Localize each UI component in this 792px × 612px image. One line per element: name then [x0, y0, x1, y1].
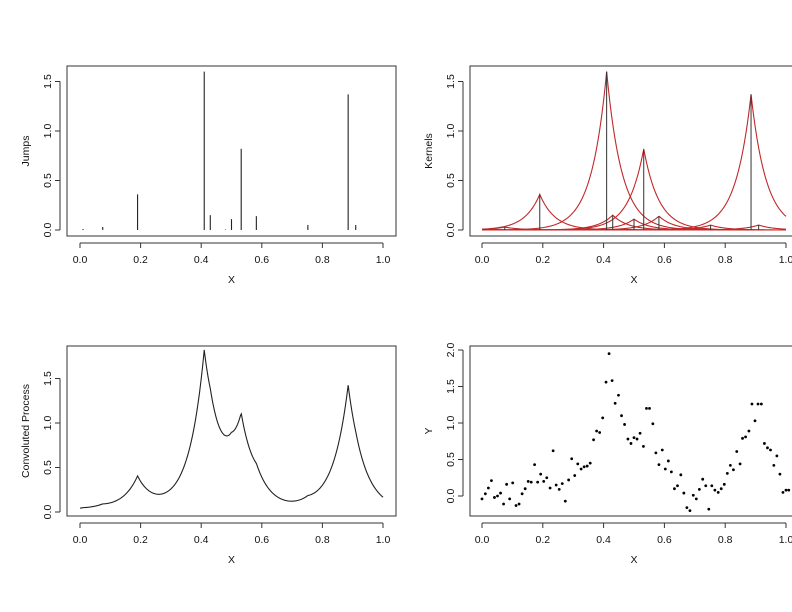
- y-tick-label: 1.0: [42, 124, 54, 139]
- y-axis-label: Convoluted Process: [20, 384, 32, 478]
- y-tick-label: 0.5: [445, 452, 457, 467]
- x-axis: 0.0 0.2 0.4 0.6 0.8 1.0: [475, 242, 792, 266]
- x-tick-label: 1.0: [779, 534, 792, 546]
- x-tick-label: 1.0: [376, 534, 391, 546]
- y-tick-label: 2.0: [445, 343, 457, 358]
- x-axis-label: X: [228, 554, 235, 566]
- y-tick-label: 1.0: [445, 124, 457, 139]
- x-tick-label: 0.8: [718, 254, 733, 266]
- x-tick-label: 0.6: [254, 254, 269, 266]
- plot-frame: [66, 345, 397, 517]
- x-tick-label: 0.2: [133, 534, 148, 546]
- x-tick-label: 1.0: [376, 254, 391, 266]
- y-tick-label: 1.5: [42, 74, 54, 89]
- y-axis: 0.0 0.5 1.0 1.5 2.0: [445, 343, 464, 504]
- scatter-points: [480, 352, 791, 512]
- plot-frame: [469, 345, 792, 517]
- y-tick-label: 1.0: [42, 416, 54, 431]
- x-tick-label: 0.4: [194, 534, 209, 546]
- x-tick-label: 0.8: [718, 534, 733, 546]
- x-tick-label: 0.4: [596, 534, 611, 546]
- y-tick-label: 0.5: [42, 460, 54, 475]
- x-axis: 0.0 0.2 0.4 0.6 0.8 1.0: [73, 522, 391, 546]
- y-axis: 0.0 0.5 1.0 1.5: [445, 74, 464, 238]
- x-axis: 0.0 0.2 0.4 0.6 0.8 1.0: [475, 522, 792, 546]
- x-tick-label: 0.2: [535, 534, 550, 546]
- y-axis: 0.0 0.5 1.0 1.5: [42, 371, 61, 520]
- x-tick-label: 0.8: [315, 534, 330, 546]
- convoluted-process-panel: 0.0 0.2 0.4 0.6 0.8 1.0 0.0 0.5 1.0 1.5 X Convolute…: [20, 345, 397, 566]
- x-tick-label: 0.0: [73, 254, 88, 266]
- y-tick-label: 0.5: [42, 173, 54, 188]
- kernel-spikes: [484, 71, 760, 230]
- kernels-panel: 0.0 0.2 0.4 0.6 0.8 1.0 0.0 0.5 1.0 1.5 X Kernels: [423, 65, 792, 286]
- y-tick-label: 0.0: [445, 489, 457, 504]
- plot-frame: [469, 65, 792, 237]
- x-tick-label: 0.8: [315, 254, 330, 266]
- y-tick-label: 1.5: [445, 74, 457, 89]
- x-tick-label: 0.0: [475, 534, 490, 546]
- jumps-panel: 0.0 0.2 0.4 0.6 0.8 1.0 0.0 0.5 1.0 1.5 X Jumps: [20, 65, 397, 286]
- x-tick-label: 0.6: [657, 534, 672, 546]
- x-axis-label: X: [630, 274, 637, 286]
- kernel-curves: [481, 71, 787, 231]
- x-tick-label: 0.4: [596, 254, 611, 266]
- x-axis: 0.0 0.2 0.4 0.6 0.8 1.0: [73, 242, 391, 266]
- y-axis: 0.0 0.5 1.0 1.5: [42, 74, 61, 238]
- x-axis-label: X: [630, 554, 637, 566]
- y-tick-label: 1.0: [445, 416, 457, 431]
- plot-frame: [66, 65, 397, 237]
- scatter-y-panel: 0.0 0.2 0.4 0.6 0.8 1.0 0.0 0.5 1.0 1.5 2.0 X Y: [423, 343, 792, 566]
- y-tick-label: 0.0: [42, 505, 54, 520]
- x-tick-label: 0.6: [254, 534, 269, 546]
- y-axis-label: Jumps: [20, 136, 32, 167]
- x-tick-label: 0.4: [194, 254, 209, 266]
- y-axis-label: Kernels: [423, 133, 435, 169]
- y-tick-label: 0.5: [445, 173, 457, 188]
- jump-spikes: [82, 71, 357, 230]
- x-tick-label: 0.6: [657, 254, 672, 266]
- x-tick-label: 0.2: [535, 254, 550, 266]
- y-tick-label: 0.0: [42, 223, 54, 238]
- x-tick-label: 0.0: [73, 534, 88, 546]
- y-tick-label: 1.5: [445, 379, 457, 394]
- x-tick-label: 1.0: [779, 254, 792, 266]
- y-tick-label: 1.5: [42, 371, 54, 386]
- y-axis-label: Y: [423, 427, 435, 434]
- x-axis-label: X: [228, 274, 235, 286]
- y-tick-label: 0.0: [445, 223, 457, 238]
- x-tick-label: 0.0: [475, 254, 490, 266]
- process-line: [79, 349, 384, 509]
- x-tick-label: 0.2: [133, 254, 148, 266]
